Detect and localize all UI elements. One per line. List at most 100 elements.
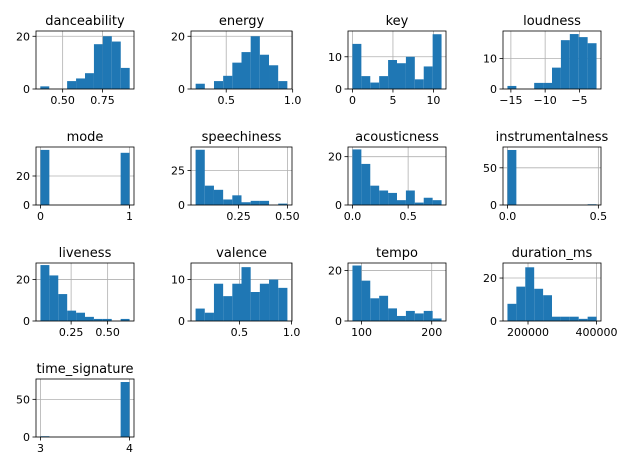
subplot-title: mode bbox=[67, 130, 104, 145]
y-tick-label: 0 bbox=[178, 83, 185, 96]
x-tick-label: 1.0 bbox=[283, 326, 301, 339]
histogram-bar bbox=[269, 65, 279, 89]
histogram-bar bbox=[40, 86, 50, 89]
y-tick-label: 20 bbox=[16, 170, 30, 183]
histogram-bar bbox=[388, 192, 397, 205]
histogram-bar bbox=[352, 43, 362, 89]
histogram-bar bbox=[93, 318, 103, 321]
histogram-bar bbox=[543, 82, 552, 89]
histogram-bar bbox=[507, 149, 517, 205]
x-tick-label: 0.25 bbox=[226, 210, 251, 223]
subplot-title: speechiness bbox=[202, 130, 282, 145]
histogram-bar bbox=[534, 82, 544, 89]
x-tick-label: 0.5 bbox=[590, 210, 608, 223]
histogram-bar bbox=[361, 76, 371, 89]
y-tick-label: 0 bbox=[178, 199, 185, 212]
histogram-bar bbox=[278, 203, 288, 205]
histogram-bar bbox=[67, 310, 77, 321]
axes-frame bbox=[190, 146, 293, 206]
subplot-loudness: loudness −15 −10 −5 0 10 bbox=[483, 14, 602, 107]
histogram-bar bbox=[76, 78, 85, 89]
x-tick-label: 1.0 bbox=[284, 94, 302, 107]
histogram-bar bbox=[213, 283, 224, 321]
subplot-duration-ms: duration_ms 200000 400000 0 20 bbox=[483, 246, 618, 339]
x-tick-label: 0 bbox=[37, 210, 44, 223]
y-tick-label: 20 bbox=[328, 151, 342, 164]
x-tick-label: 0.5 bbox=[217, 94, 235, 107]
histogram-bar bbox=[93, 44, 103, 89]
subplot-title: tempo bbox=[376, 246, 418, 261]
subplot-time-signature: time_signature 3 4 0 50 bbox=[16, 362, 135, 455]
axes-frame bbox=[502, 30, 602, 90]
histogram-bar bbox=[543, 295, 552, 321]
histogram-bar bbox=[85, 73, 94, 89]
histogram-bar bbox=[232, 62, 242, 89]
subplot-title: duration_ms bbox=[512, 246, 593, 261]
histogram-bar bbox=[223, 199, 233, 205]
y-tick-label: 0 bbox=[490, 315, 497, 328]
histogram-bar bbox=[241, 267, 251, 321]
histogram-bar bbox=[525, 267, 535, 321]
histogram-bar bbox=[223, 75, 233, 89]
histogram-bar bbox=[397, 315, 406, 321]
histogram-bar bbox=[414, 79, 424, 89]
histogram-bar bbox=[241, 52, 251, 89]
histogram-bar bbox=[552, 316, 561, 321]
x-tick-label: 0 bbox=[349, 94, 356, 107]
histogram-bar bbox=[361, 163, 371, 205]
histogram-bar bbox=[516, 286, 526, 321]
histogram-bar bbox=[507, 303, 517, 321]
histogram-bar bbox=[414, 313, 424, 321]
histogram-bar bbox=[352, 265, 362, 321]
histogram-bar bbox=[578, 37, 588, 89]
x-tick-label: 4 bbox=[126, 442, 133, 455]
y-tick-label: 0 bbox=[335, 315, 342, 328]
histogram-bar bbox=[397, 200, 406, 205]
y-tick-label: 10 bbox=[483, 52, 497, 65]
histogram-bar bbox=[259, 283, 270, 321]
histogram-bar bbox=[587, 316, 597, 321]
histogram-bar bbox=[423, 197, 433, 205]
subplot-key: key 0 5 10 0 10 bbox=[328, 14, 447, 107]
histogram-bar bbox=[352, 149, 362, 205]
x-tick-label: 0.0 bbox=[499, 210, 517, 223]
subplot-valence: valence 0.5 1.0 0 10 bbox=[171, 246, 300, 339]
x-tick-label: 0.50 bbox=[50, 94, 75, 107]
histogram-bar bbox=[370, 82, 380, 89]
x-tick-label: 200 bbox=[421, 326, 442, 339]
histogram-bar bbox=[120, 382, 130, 437]
subplot-title: energy bbox=[219, 14, 265, 29]
subplot-title: loudness bbox=[523, 14, 581, 29]
subplot-title: danceability bbox=[45, 14, 125, 29]
axes-frame bbox=[35, 262, 135, 322]
histogram-bar bbox=[195, 308, 205, 321]
subplot-title: valence bbox=[216, 246, 267, 261]
histogram-bar bbox=[102, 318, 112, 321]
histogram-bar bbox=[587, 43, 597, 89]
y-tick-label: 0 bbox=[23, 431, 30, 444]
x-tick-label: 10 bbox=[426, 94, 440, 107]
x-tick-label: 0.25 bbox=[59, 326, 84, 339]
histogram-bar bbox=[370, 185, 380, 205]
subplot-energy: energy 0.5 1.0 0 20 bbox=[171, 14, 301, 107]
axes-frame bbox=[190, 262, 293, 322]
histogram-bar bbox=[204, 312, 214, 321]
histogram-bar bbox=[204, 185, 214, 205]
y-tick-label: 0 bbox=[23, 199, 30, 212]
axes-frame bbox=[347, 30, 447, 90]
histogram-bar bbox=[58, 294, 68, 321]
x-tick-label: 3 bbox=[37, 442, 44, 455]
x-tick-label: −5 bbox=[571, 94, 587, 107]
x-tick-label: 0.50 bbox=[275, 210, 300, 223]
histogram-bar bbox=[552, 67, 561, 89]
histogram-bar bbox=[259, 200, 270, 205]
histogram-bar bbox=[370, 298, 380, 321]
x-tick-label: 200000 bbox=[507, 326, 549, 339]
histogram-bar bbox=[534, 288, 544, 321]
y-tick-label: 0 bbox=[23, 83, 30, 96]
y-tick-label: 0 bbox=[23, 315, 30, 328]
y-tick-label: 0 bbox=[490, 83, 497, 96]
y-tick-label: 50 bbox=[483, 162, 497, 175]
histogram-bar bbox=[405, 56, 415, 89]
